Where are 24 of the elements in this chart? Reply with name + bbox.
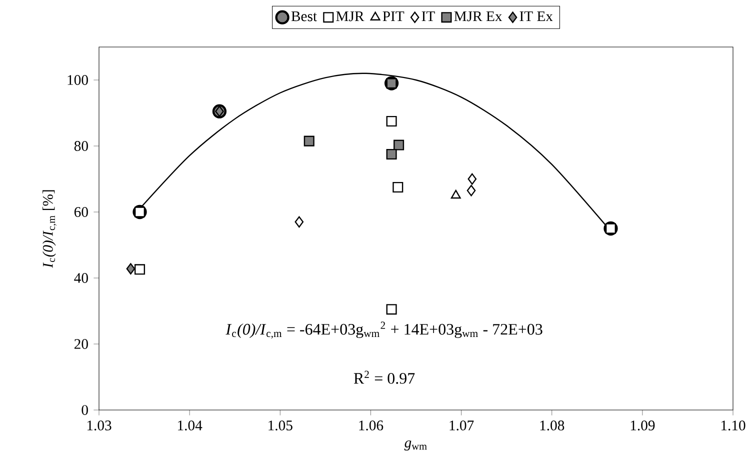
legend-label: Best: [291, 11, 317, 22]
x-tick-label: 1.05: [268, 420, 292, 430]
x-tick-label: 1.06: [359, 420, 384, 430]
legend-label: IT: [422, 11, 435, 22]
legend-label: IT Ex: [520, 11, 553, 22]
y-tick-label: 0: [82, 405, 88, 415]
y-tick-label: 100: [68, 75, 88, 85]
x-tick-label: 1.09: [630, 420, 655, 430]
legend-label: MJR Ex: [454, 11, 502, 22]
y-tick-label: 40: [74, 273, 88, 283]
x-axis-title: g$_{wm}$: [404, 440, 427, 451]
y-axis-title: I$_{c}$(0)/I$_{c,m}$ [%]: [42, 190, 56, 268]
legend-label: MJR: [336, 11, 364, 22]
x-tick-label: 1.10: [721, 420, 746, 430]
y-tick-label: 20: [74, 339, 88, 349]
x-tick-label: 1.07: [450, 420, 474, 430]
legend-label: PIT: [382, 11, 404, 22]
x-tick-label: 1.03: [87, 420, 112, 430]
x-tick-label: 1.08: [540, 420, 564, 430]
y-tick-label: 80: [74, 141, 88, 151]
x-tick-label: 1.04: [178, 420, 202, 430]
text: I$_{c}$(0)/I$_{c,m}$ = -64E+03g$_{wm}$$^{2}$ + 14E+03g$_{wm}$ - 72E+03: [226, 322, 542, 339]
annotation: R$^{2}$ = 0.97: [354, 370, 415, 384]
y-tick-label: 60: [74, 207, 88, 217]
